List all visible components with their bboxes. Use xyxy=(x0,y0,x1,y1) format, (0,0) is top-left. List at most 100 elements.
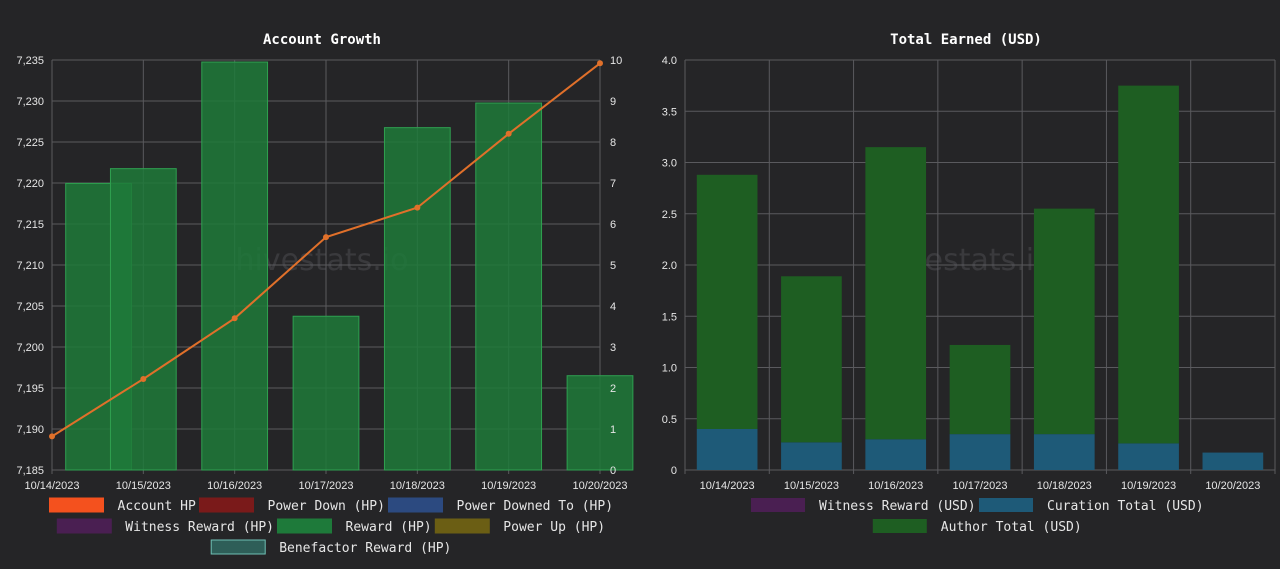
y-left-tick-label: 7,185 xyxy=(16,465,44,477)
y-right-tick-label: 1 xyxy=(610,424,616,436)
y-tick-label: 1.5 xyxy=(662,311,677,323)
legend-swatch xyxy=(277,518,332,534)
y-left-tick-label: 7,220 xyxy=(16,178,44,190)
bar-reward-hp xyxy=(201,61,269,471)
point-account-hp xyxy=(231,315,238,322)
bar-curation-total-usd xyxy=(865,439,927,470)
legend-item-power-up-hp[interactable]: Power Up (HP) xyxy=(434,518,605,535)
x-tick-label: 10/17/2023 xyxy=(298,480,353,492)
bar-reward-hp xyxy=(292,315,360,471)
legend-swatch xyxy=(434,518,490,534)
y-left-tick-label: 7,210 xyxy=(16,260,44,272)
legend-swatch xyxy=(199,497,254,513)
legend-label: Account HP xyxy=(118,499,196,514)
bar-author-total-usd xyxy=(1118,85,1179,444)
bar-curation-total-usd xyxy=(1118,443,1179,470)
x-tick-label: 10/15/2023 xyxy=(116,480,171,492)
legend-label: Benefactor Reward (HP) xyxy=(279,541,451,556)
bar-author-total-usd xyxy=(865,147,927,440)
legend-swatch xyxy=(751,498,805,512)
y-tick-label: 3.0 xyxy=(662,158,677,170)
y-left-tick-label: 7,195 xyxy=(16,383,44,395)
y-tick-label: 2.0 xyxy=(662,260,677,272)
point-account-hp xyxy=(49,433,55,440)
legend-swatch xyxy=(872,519,927,533)
x-tick-label: 10/15/2023 xyxy=(784,480,839,492)
point-account-hp xyxy=(323,234,329,241)
legend-item-reward-hp[interactable]: Reward (HP) xyxy=(277,518,432,535)
y-tick-label: 0.5 xyxy=(662,414,677,426)
y-right-tick-label: 3 xyxy=(610,342,616,354)
legend-swatch xyxy=(979,498,1033,512)
y-right-tick-label: 2 xyxy=(610,383,616,395)
legend-label: Author Total (USD) xyxy=(941,520,1082,535)
total-earned-chart: hivestats.io Total Earned (USD) 00.51.01… xyxy=(662,32,1276,535)
x-tick-label: 10/19/2023 xyxy=(481,480,536,492)
y-right-tick-label: 9 xyxy=(610,96,616,108)
x-tick-label: 10/14/2023 xyxy=(24,480,79,492)
x-tick-label: 10/16/2023 xyxy=(868,480,923,492)
y-left-tick-label: 7,200 xyxy=(16,342,44,354)
y-right-tick-label: 7 xyxy=(610,178,616,190)
y-right-tick-label: 8 xyxy=(610,137,616,149)
legend-swatch xyxy=(49,497,104,513)
point-account-hp xyxy=(140,375,147,382)
account-growth-chart: hivestats.io Account Growth 7,1857,1907,… xyxy=(16,32,634,556)
legend-label: Reward (HP) xyxy=(346,520,432,535)
point-account-hp xyxy=(505,130,512,137)
y-right-tick-label: 5 xyxy=(610,260,616,272)
y-left-tick-label: 7,230 xyxy=(16,96,44,108)
bar-curation-total-usd xyxy=(781,442,842,470)
x-tick-label: 10/20/2023 xyxy=(1205,480,1260,492)
x-tick-label: 10/18/2023 xyxy=(390,480,445,492)
legend-label: Witness Reward (USD) xyxy=(819,499,976,514)
y-right-tick-label: 4 xyxy=(610,301,616,313)
bar-reward-hp xyxy=(383,127,451,471)
legend-label: Power Downed To (HP) xyxy=(457,499,614,514)
x-tick-label: 10/16/2023 xyxy=(207,480,262,492)
y-left-tick-label: 7,190 xyxy=(16,424,44,436)
chart-title-account-growth: Account Growth xyxy=(263,32,381,48)
x-tick-label: 10/19/2023 xyxy=(1121,480,1176,492)
legend-item-author-total-usd[interactable]: Author Total (USD) xyxy=(872,519,1082,535)
legend-item-witness-reward-hp[interactable]: Witness Reward (HP) xyxy=(56,518,274,535)
point-account-hp xyxy=(414,204,421,211)
legend-label: Witness Reward (HP) xyxy=(125,520,274,535)
legend-item-account-hp[interactable]: Account HP xyxy=(49,497,196,514)
legend-item-power-downed-to-hp[interactable]: Power Downed To (HP) xyxy=(388,497,614,514)
legend-item-curation-total-usd[interactable]: Curation Total (USD) xyxy=(979,498,1204,514)
x-tick-label: 10/20/2023 xyxy=(572,480,627,492)
bar-author-total-usd xyxy=(696,174,758,429)
legend-item-witness-reward-usd[interactable]: Witness Reward (USD) xyxy=(751,498,976,514)
y-right-tick-label: 0 xyxy=(610,465,616,477)
y-tick-label: 1.0 xyxy=(662,363,677,375)
legend-item-benefactor-reward-hp[interactable]: Benefactor Reward (HP) xyxy=(210,539,451,556)
x-tick-label: 10/18/2023 xyxy=(1037,480,1092,492)
bar-curation-total-usd xyxy=(1033,434,1095,470)
y-left-tick-label: 7,235 xyxy=(16,55,44,67)
legend-label: Power Down (HP) xyxy=(268,499,385,514)
y-tick-label: 0 xyxy=(671,465,677,477)
y-left-tick-label: 7,225 xyxy=(16,137,44,149)
bar-author-total-usd xyxy=(949,344,1011,435)
bar-curation-total-usd xyxy=(949,434,1011,470)
chart-title-total-earned: Total Earned (USD) xyxy=(890,32,1042,48)
legend-swatch xyxy=(56,518,112,534)
bar-author-total-usd xyxy=(1033,208,1095,435)
x-tick-label: 10/17/2023 xyxy=(952,480,1007,492)
bar-curation-total-usd xyxy=(696,429,758,470)
y-left-tick-label: 7,205 xyxy=(16,301,44,313)
y-left-tick-label: 7,215 xyxy=(16,219,44,231)
legend-item-power-down-hp[interactable]: Power Down (HP) xyxy=(199,497,385,514)
legend-label: Power Up (HP) xyxy=(503,520,605,535)
legend-label: Curation Total (USD) xyxy=(1047,499,1204,514)
bar-reward-hp xyxy=(475,102,543,471)
y-tick-label: 2.5 xyxy=(662,209,677,221)
bar-author-total-usd xyxy=(781,276,842,443)
x-tick-label: 10/14/2023 xyxy=(700,480,755,492)
point-account-hp xyxy=(597,60,603,67)
bar-reward-hp xyxy=(566,375,634,471)
legend-swatch xyxy=(210,539,266,555)
bar-reward-hp xyxy=(109,168,177,471)
